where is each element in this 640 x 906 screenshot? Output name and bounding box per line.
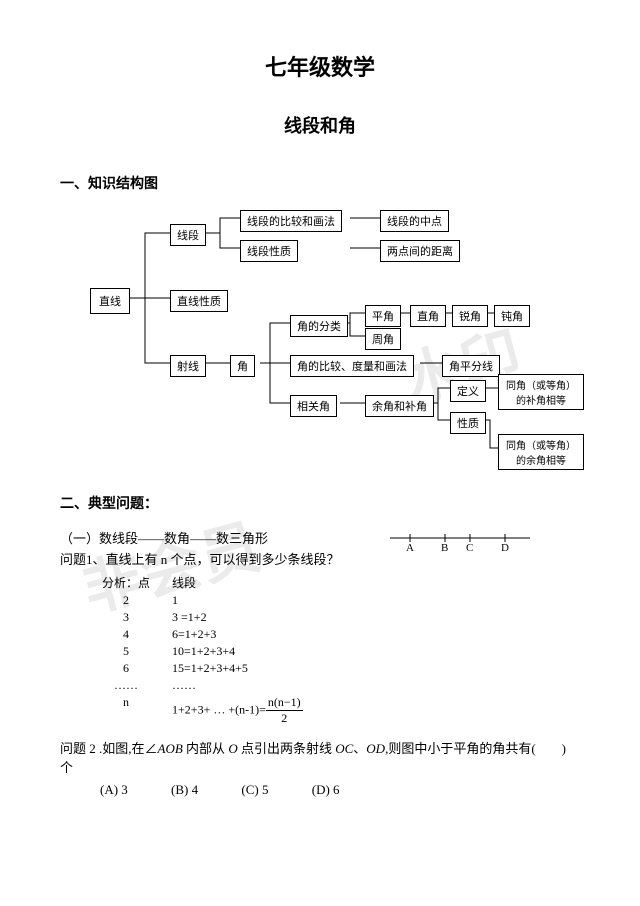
line-label-a: A — [406, 542, 414, 554]
question-2-block: 问题 2 .如图,在∠AOB 内部从 O 点引出两条射线 OC、OD,则图中小于… — [60, 738, 580, 798]
r5b: …… — [172, 678, 323, 693]
number-line-figure: A B C D — [390, 528, 530, 560]
r1b: 3 =1+2 — [172, 610, 323, 625]
node-angle: 角 — [230, 355, 255, 377]
opt-c: (C) 5 — [241, 782, 268, 797]
node-bisector: 角平分线 — [442, 355, 500, 377]
knowledge-structure-diagram: 直线 线段 直线性质 射线 线段的比较和画法 线段的中点 线段性质 两点间的距离… — [90, 208, 580, 468]
node-complement: 余角和补角 — [365, 395, 434, 417]
r1a: 3 — [102, 610, 170, 625]
node-zhijiao: 直角 — [410, 305, 446, 327]
node-same-supplement: 同角（或等角）的补角相等 — [498, 374, 584, 410]
frac-den: 2 — [266, 711, 303, 726]
node-seg-property: 线段性质 — [240, 240, 298, 262]
section-1-title: 一、知识结构图 — [60, 173, 580, 193]
node-property: 性质 — [450, 412, 486, 434]
r4b: 15=1+2+3+4+5 — [172, 661, 323, 676]
node-ray: 射线 — [170, 355, 206, 377]
q2-pre: 问题 2 .如图,在∠ — [60, 741, 158, 756]
node-distance: 两点间的距离 — [380, 240, 460, 262]
q2-oc: OC — [335, 741, 353, 756]
rn-b-pre: 1+2+3+ … +(n-1)= — [172, 702, 266, 716]
node-angle-class: 角的分类 — [290, 315, 348, 337]
node-pingjiao: 平角 — [365, 305, 401, 327]
r4a: 6 — [102, 661, 170, 676]
q2-o: O — [228, 741, 237, 756]
node-dunjiao: 钝角 — [494, 305, 530, 327]
node-angle-compare: 角的比较、度量和画法 — [290, 355, 414, 377]
line-label-b: B — [441, 542, 448, 554]
section-2-title: 二、典型问题： — [60, 493, 580, 513]
q2-mid2: 点引出两条射线 — [238, 741, 336, 756]
line-label-c: C — [466, 542, 473, 554]
frac-num: n(n−1) — [266, 695, 303, 711]
opt-a: (A) 3 — [100, 782, 128, 797]
opt-d: (D) 6 — [312, 782, 340, 797]
rn-b: 1+2+3+ … +(n-1)=n(n−1)2 — [172, 695, 323, 726]
q2-text: 问题 2 .如图,在∠AOB 内部从 O 点引出两条射线 OC、OD,则图中小于… — [60, 738, 580, 776]
analysis-label: 分析： — [102, 576, 138, 590]
analysis-table: 分析：点 线段 21 33 =1+2 46=1+2+3 510=1+2+3+4 … — [100, 572, 325, 728]
node-seg-compare: 线段的比较和画法 — [240, 210, 342, 232]
node-zhoujiao: 周角 — [365, 328, 401, 350]
r0b: 1 — [172, 593, 323, 608]
q2-options: (A) 3 (B) 4 (C) 5 (D) 6 — [100, 782, 580, 798]
r5a: …… — [102, 678, 170, 693]
fraction: n(n−1)2 — [266, 695, 303, 726]
node-same-complement: 同角（或等角）的余角相等 — [498, 434, 584, 470]
question-1-block: （一）数线段——数角——数三角形 问题1、直线上有 n 个点，可以得到多少条线段… — [60, 528, 580, 728]
r3b: 10=1+2+3+4 — [172, 644, 323, 659]
node-ruijiao: 锐角 — [452, 305, 488, 327]
r0a: 2 — [102, 593, 170, 608]
node-line: 直线 — [90, 288, 130, 314]
line-label-d: D — [501, 542, 509, 554]
q2-aob: AOB — [158, 741, 183, 756]
r2b: 6=1+2+3 — [172, 627, 323, 642]
node-segment: 线段 — [170, 224, 206, 246]
r3a: 5 — [102, 644, 170, 659]
q2-od: OD — [366, 741, 385, 756]
node-definition: 定义 — [450, 380, 486, 402]
node-line-property: 直线性质 — [170, 290, 228, 312]
opt-b: (B) 4 — [171, 782, 198, 797]
col1-header: 点 — [138, 576, 150, 590]
node-related-angle: 相关角 — [290, 395, 337, 417]
node-seg-midpoint: 线段的中点 — [380, 210, 449, 232]
rn-a: n — [102, 695, 170, 726]
diagram-connectors — [90, 208, 580, 468]
col2-header: 线段 — [172, 574, 323, 591]
page-title: 七年级数学 — [60, 50, 580, 82]
r2a: 4 — [102, 627, 170, 642]
q2-mid: 内部从 — [183, 741, 229, 756]
page-subtitle: 线段和角 — [60, 112, 580, 138]
